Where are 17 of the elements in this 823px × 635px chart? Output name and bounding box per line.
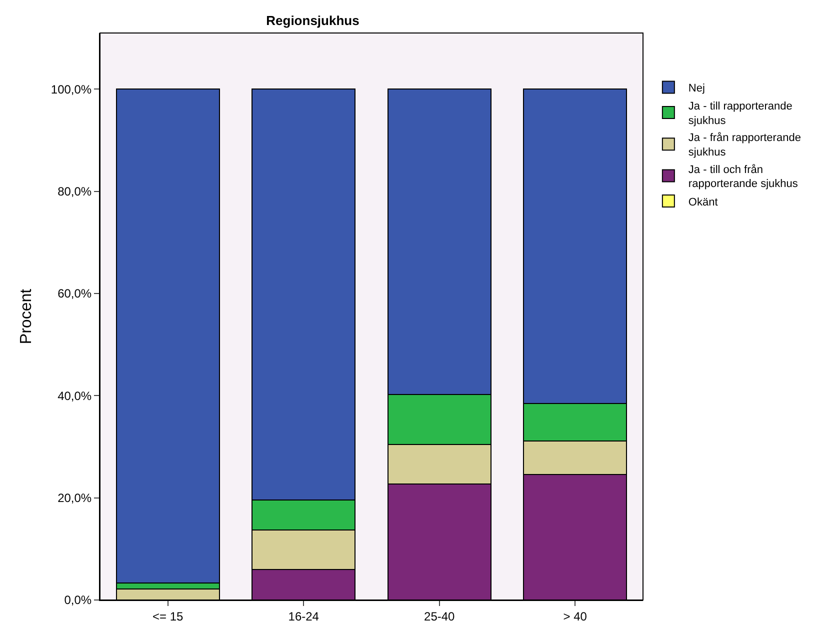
legend-label: Okänt bbox=[688, 196, 718, 208]
y-tick-label: 20,0% bbox=[58, 491, 92, 506]
x-tick-label: <= 15 bbox=[152, 609, 184, 624]
legend-label: Nej bbox=[688, 82, 705, 94]
y-tick-label: 0,0% bbox=[64, 593, 92, 608]
y-tick-label: 40,0% bbox=[58, 388, 92, 403]
y-axis-title: Procent bbox=[18, 288, 35, 344]
y-tick-label: 100,0% bbox=[50, 82, 92, 96]
x-tick-label: 25-40 bbox=[424, 609, 456, 624]
chart-title: Regionsjukhus bbox=[266, 12, 360, 28]
legend-label: Ja - till rapporterande sjukhus bbox=[688, 100, 792, 127]
y-tick-label: 80,0% bbox=[58, 184, 92, 199]
legend-label: Ja - från rapporterande sjukhus bbox=[688, 132, 801, 159]
x-tick-label: 16-24 bbox=[288, 609, 320, 624]
y-tick-label: 60,0% bbox=[58, 286, 92, 301]
x-tick-label: > 40 bbox=[563, 609, 588, 624]
legend-label: Ja - till och från rapporterande sjukhus bbox=[688, 164, 798, 190]
